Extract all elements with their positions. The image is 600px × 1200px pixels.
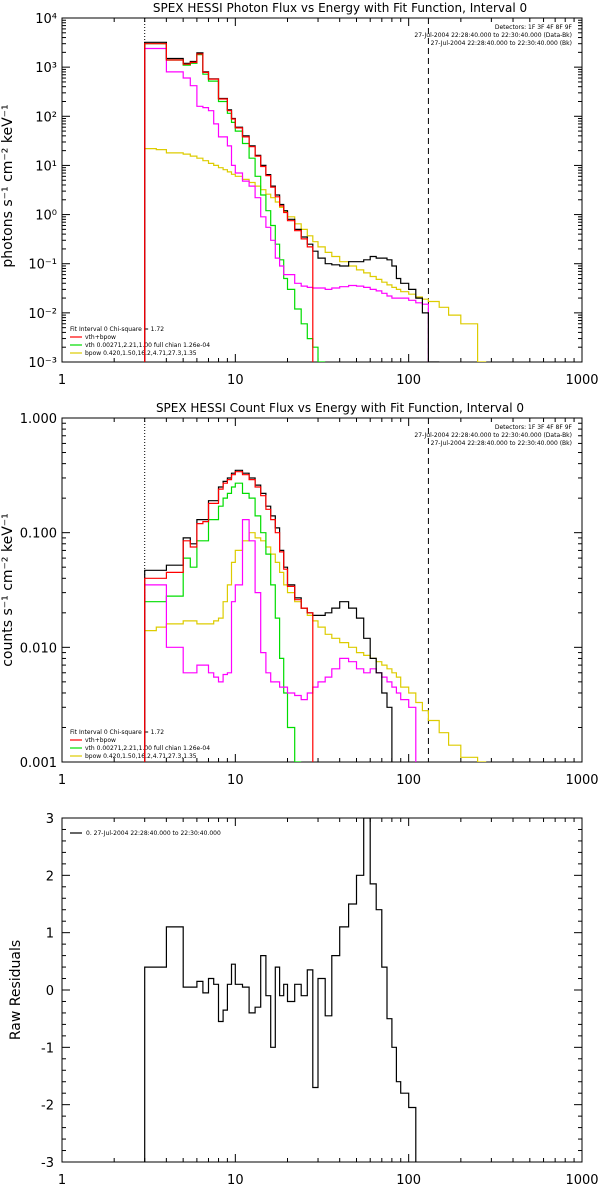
photon-legend-vth: vth 0.00271,2.21,1.00 full chian 1.26e-0… xyxy=(85,342,210,349)
x-tick-label-1: 1 xyxy=(58,1173,66,1188)
plot-frame xyxy=(61,17,583,363)
x-tick-label-1000: 1000 xyxy=(565,1173,598,1188)
y-tick-label-1: -1 xyxy=(41,1041,54,1056)
y-tick-label-3: 3 xyxy=(46,812,54,827)
x-tick-label-100: 100 xyxy=(396,373,421,388)
photon-flux-title: SPEX HESSI Photon Flux vs Energy with Fi… xyxy=(153,1,527,15)
y-tick-label-1-000: 1.000 xyxy=(20,412,57,427)
x-tick-label-1000: 1000 xyxy=(565,373,598,388)
photon-flux-panel: SPEX HESSI Photon Flux vs Energy with Fi… xyxy=(0,1,599,388)
x-tick-label-100: 100 xyxy=(396,773,421,788)
y-tick-label-0: 0 xyxy=(46,984,54,999)
photon-flux-y-label: photons s⁻¹ cm⁻² keV⁻¹ xyxy=(0,104,16,267)
series-total-histogram xyxy=(144,818,417,1162)
photon-legend-fit-interval: Fit Interval 0 Chi-square = 1.72 xyxy=(70,326,164,333)
series-total-histogram xyxy=(144,41,440,362)
series-vth-histogram xyxy=(144,43,326,362)
photon-legend-bpow: bpow 0.420,1.50,16.2,4.71,27.3,1.35 xyxy=(85,350,197,357)
count-header-detectors: Detectors: 1F 3F 4F 8F 9F xyxy=(495,424,573,431)
plot-frame xyxy=(61,817,583,1163)
y-tick-label-10: 10⁻¹ xyxy=(28,258,57,273)
series-fit-histogram xyxy=(144,43,314,362)
residuals-y-label: Raw Residuals xyxy=(8,940,24,1040)
x-tick-label-10: 10 xyxy=(227,773,244,788)
y-tick-label-10: 10⁴ xyxy=(35,12,57,27)
photon-header-detectors: Detectors: 1F 3F 4F 8F 9F xyxy=(495,24,573,31)
y-tick-label-10: 10² xyxy=(35,110,57,125)
residuals-panel: Raw Residuals 0. 27-Jul-2004 22:28:40.00… xyxy=(8,812,599,1188)
series-bkg-histogram xyxy=(144,47,429,362)
y-tick-label-0-010: 0.010 xyxy=(20,641,57,656)
series-vth-histogram xyxy=(144,482,302,762)
y-tick-label-10: 10¹ xyxy=(35,159,57,174)
plot-frame xyxy=(61,417,583,763)
y-tick-label-0-100: 0.100 xyxy=(20,527,57,542)
count-flux-y-label: counts s⁻¹ cm⁻² keV⁻¹ xyxy=(0,513,16,667)
photon-header-bk-interval: 27-Jul-2004 22:28:40.000 to 22:30:40.000… xyxy=(431,40,572,47)
y-tick-label-10: 10⁻³ xyxy=(28,356,57,371)
series-bpow-histogram xyxy=(144,148,487,362)
count-flux-title: SPEX HESSI Count Flux vs Energy with Fit… xyxy=(156,401,524,415)
y-tick-label-2: 2 xyxy=(46,869,54,884)
photon-header-data-interval: 27-Jul-2004 22:28:40.000 to 22:30:40.000… xyxy=(414,32,572,39)
series-bkg-histogram xyxy=(144,519,417,762)
x-tick-label-100: 100 xyxy=(396,1173,421,1188)
x-tick-label-1: 1 xyxy=(58,373,66,388)
count-legend-vth: vth 0.00271,2.21,1.00 full chian 1.26e-0… xyxy=(85,745,210,752)
residuals-legend: 0. 27-Jul-2004 22:28:40.000 to 22:30:40.… xyxy=(86,830,221,837)
x-tick-label-1: 1 xyxy=(58,773,66,788)
series-total-histogram xyxy=(144,469,393,762)
y-tick-label-3: -3 xyxy=(41,1156,54,1171)
count-flux-panel: SPEX HESSI Count Flux vs Energy with Fit… xyxy=(0,401,599,788)
count-legend-bpow: bpow 0.420,1.50,16.2,4.71,27.3,1.35 xyxy=(85,753,197,760)
y-tick-label-10: 10⁰ xyxy=(35,209,57,224)
photon-legend-vth-bpow: vth+bpow xyxy=(85,334,116,341)
y-tick-label-0-001: 0.001 xyxy=(20,756,57,771)
y-tick-label-10: 10⁻² xyxy=(28,307,57,322)
y-tick-label-1: 1 xyxy=(46,927,54,942)
x-tick-label-1000: 1000 xyxy=(565,773,598,788)
count-header-bk-interval: 27-Jul-2004 22:28:40.000 to 22:30:40.000… xyxy=(431,440,572,447)
count-header-data-interval: 27-Jul-2004 22:28:40.000 to 22:30:40.000… xyxy=(414,432,572,439)
y-tick-label-2: -2 xyxy=(41,1099,54,1114)
count-legend-vth-bpow: vth+bpow xyxy=(85,737,116,744)
x-tick-label-10: 10 xyxy=(227,1173,244,1188)
count-legend-fit-interval: Fit Interval 0 Chi-square = 1.72 xyxy=(70,729,164,736)
x-tick-label-10: 10 xyxy=(227,373,244,388)
y-tick-label-10: 10³ xyxy=(35,61,57,76)
series-fit-histogram xyxy=(144,471,314,762)
